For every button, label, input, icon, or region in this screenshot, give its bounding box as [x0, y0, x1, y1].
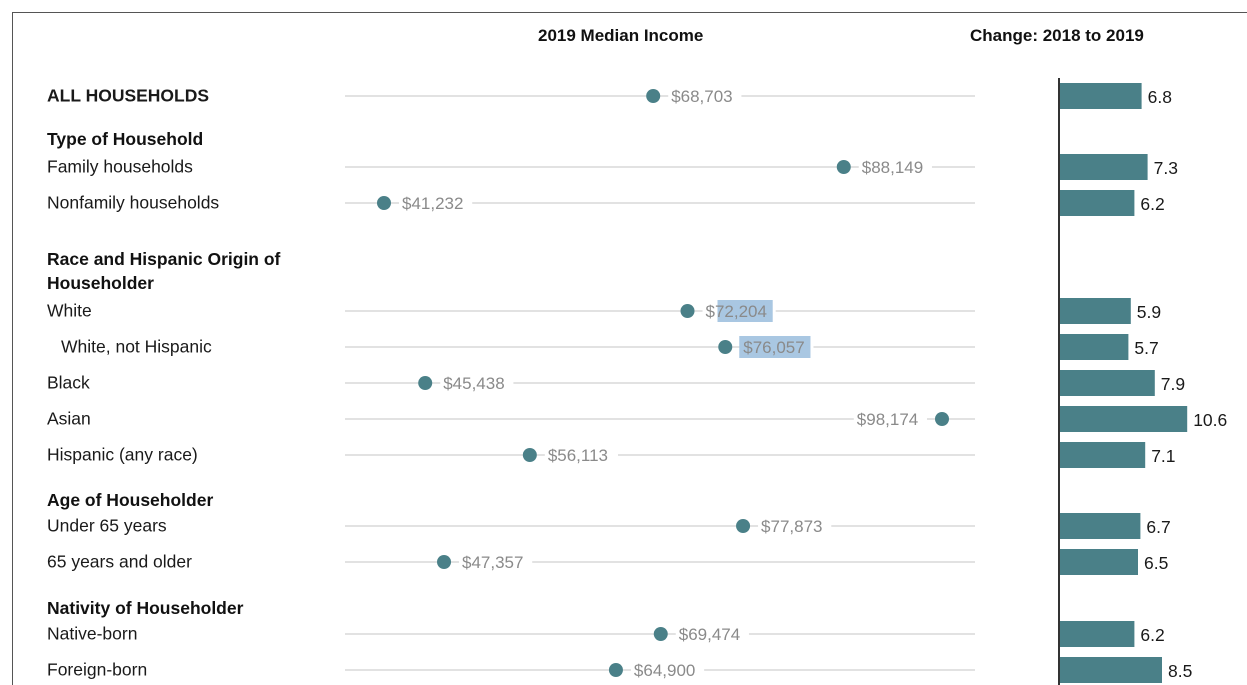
income-dot: [608, 663, 623, 677]
income-dot: [718, 340, 733, 354]
change-bar: [1060, 190, 1135, 216]
label-gap: [675, 631, 749, 637]
income-column-header: 2019 Median Income: [538, 26, 704, 45]
income-dot: [836, 160, 851, 174]
label-gap: [544, 452, 619, 458]
income-dot: [935, 412, 949, 426]
change-column-header: Change: 2018 to 2019: [970, 26, 1144, 45]
row-label: Family households: [47, 156, 193, 177]
label-gap: [399, 200, 473, 206]
income-dot: [736, 519, 751, 533]
change-value-label: 6.7: [1146, 517, 1170, 537]
change-value-label: 7.9: [1161, 374, 1185, 394]
change-bar: [1060, 513, 1141, 539]
income-value-label: $41,232: [402, 194, 463, 213]
change-bar: [1060, 298, 1131, 324]
label-gap: [758, 523, 832, 529]
change-bar: [1060, 83, 1142, 109]
row-label: Native-born: [47, 623, 138, 644]
change-value-label: 6.2: [1140, 625, 1164, 645]
label-gap: [668, 93, 742, 99]
income-dot: [377, 196, 391, 210]
row-label: Foreign-born: [47, 659, 148, 680]
change-bar: [1060, 370, 1155, 396]
row-label: Under 65 years: [47, 515, 167, 536]
change-value-label: 6.2: [1140, 194, 1164, 214]
row-label: 65 years and older: [47, 551, 192, 572]
income-dot: [646, 89, 661, 103]
change-bar: [1060, 334, 1129, 360]
change-bar: [1060, 657, 1162, 683]
row-label: White: [47, 300, 92, 321]
label-gap: [459, 559, 533, 565]
income-value-label: $64,900: [634, 661, 695, 680]
change-bar: [1060, 442, 1146, 468]
change-value-label: 5.7: [1134, 338, 1158, 358]
group-header-age: Age of Householder: [47, 490, 214, 510]
change-bar: [1060, 549, 1138, 575]
income-dot: [680, 304, 695, 318]
group-header-nativity: Nativity of Householder: [47, 598, 244, 618]
row-label: ALL HOUSEHOLDS: [47, 85, 210, 106]
text-highlight: [739, 336, 811, 358]
row-label: Asian: [47, 408, 91, 429]
income-value-label: $98,174: [857, 410, 918, 429]
change-value-label: 5.9: [1137, 302, 1161, 322]
income-value-label: $69,474: [679, 625, 740, 644]
row-label: Black: [47, 372, 90, 393]
label-gap: [858, 164, 932, 170]
income-dot: [418, 376, 433, 390]
label-gap: [853, 416, 927, 422]
text-highlight: [717, 300, 773, 322]
income-value-label: $47,357: [462, 553, 523, 572]
row-label: Hispanic (any race): [47, 444, 198, 465]
change-value-label: 7.1: [1151, 446, 1175, 466]
change-value-label: 6.5: [1144, 553, 1168, 573]
income-value-label: $72,204: [706, 302, 767, 321]
change-bar: [1060, 154, 1148, 180]
group-header-type: Type of Household: [47, 129, 204, 149]
change-value-label: 7.3: [1154, 158, 1178, 178]
income-value-label: $45,438: [443, 374, 504, 393]
row-label: White, not Hispanic: [61, 336, 212, 357]
change-bar: [1060, 621, 1135, 647]
income-dot: [653, 627, 668, 641]
label-gap: [440, 380, 514, 386]
label-gap: [630, 667, 705, 673]
row-label: Nonfamily households: [47, 192, 220, 213]
income-value-label: $77,873: [761, 517, 822, 536]
income-value-label: $56,113: [548, 446, 608, 465]
income-dot: [522, 448, 537, 462]
income-value-label: $68,703: [671, 87, 732, 106]
income-dot: [437, 555, 452, 569]
change-bar: [1060, 406, 1188, 432]
income-value-label: $76,057: [743, 338, 804, 357]
change-value-label: 8.5: [1168, 661, 1192, 681]
change-value-label: 6.8: [1148, 87, 1172, 107]
income-value-label: $88,149: [862, 158, 923, 177]
group-header-race: Race and Hispanic Origin of Householder: [47, 249, 281, 293]
change-value-label: 10.6: [1193, 410, 1227, 430]
chart-frame: [12, 12, 1247, 685]
